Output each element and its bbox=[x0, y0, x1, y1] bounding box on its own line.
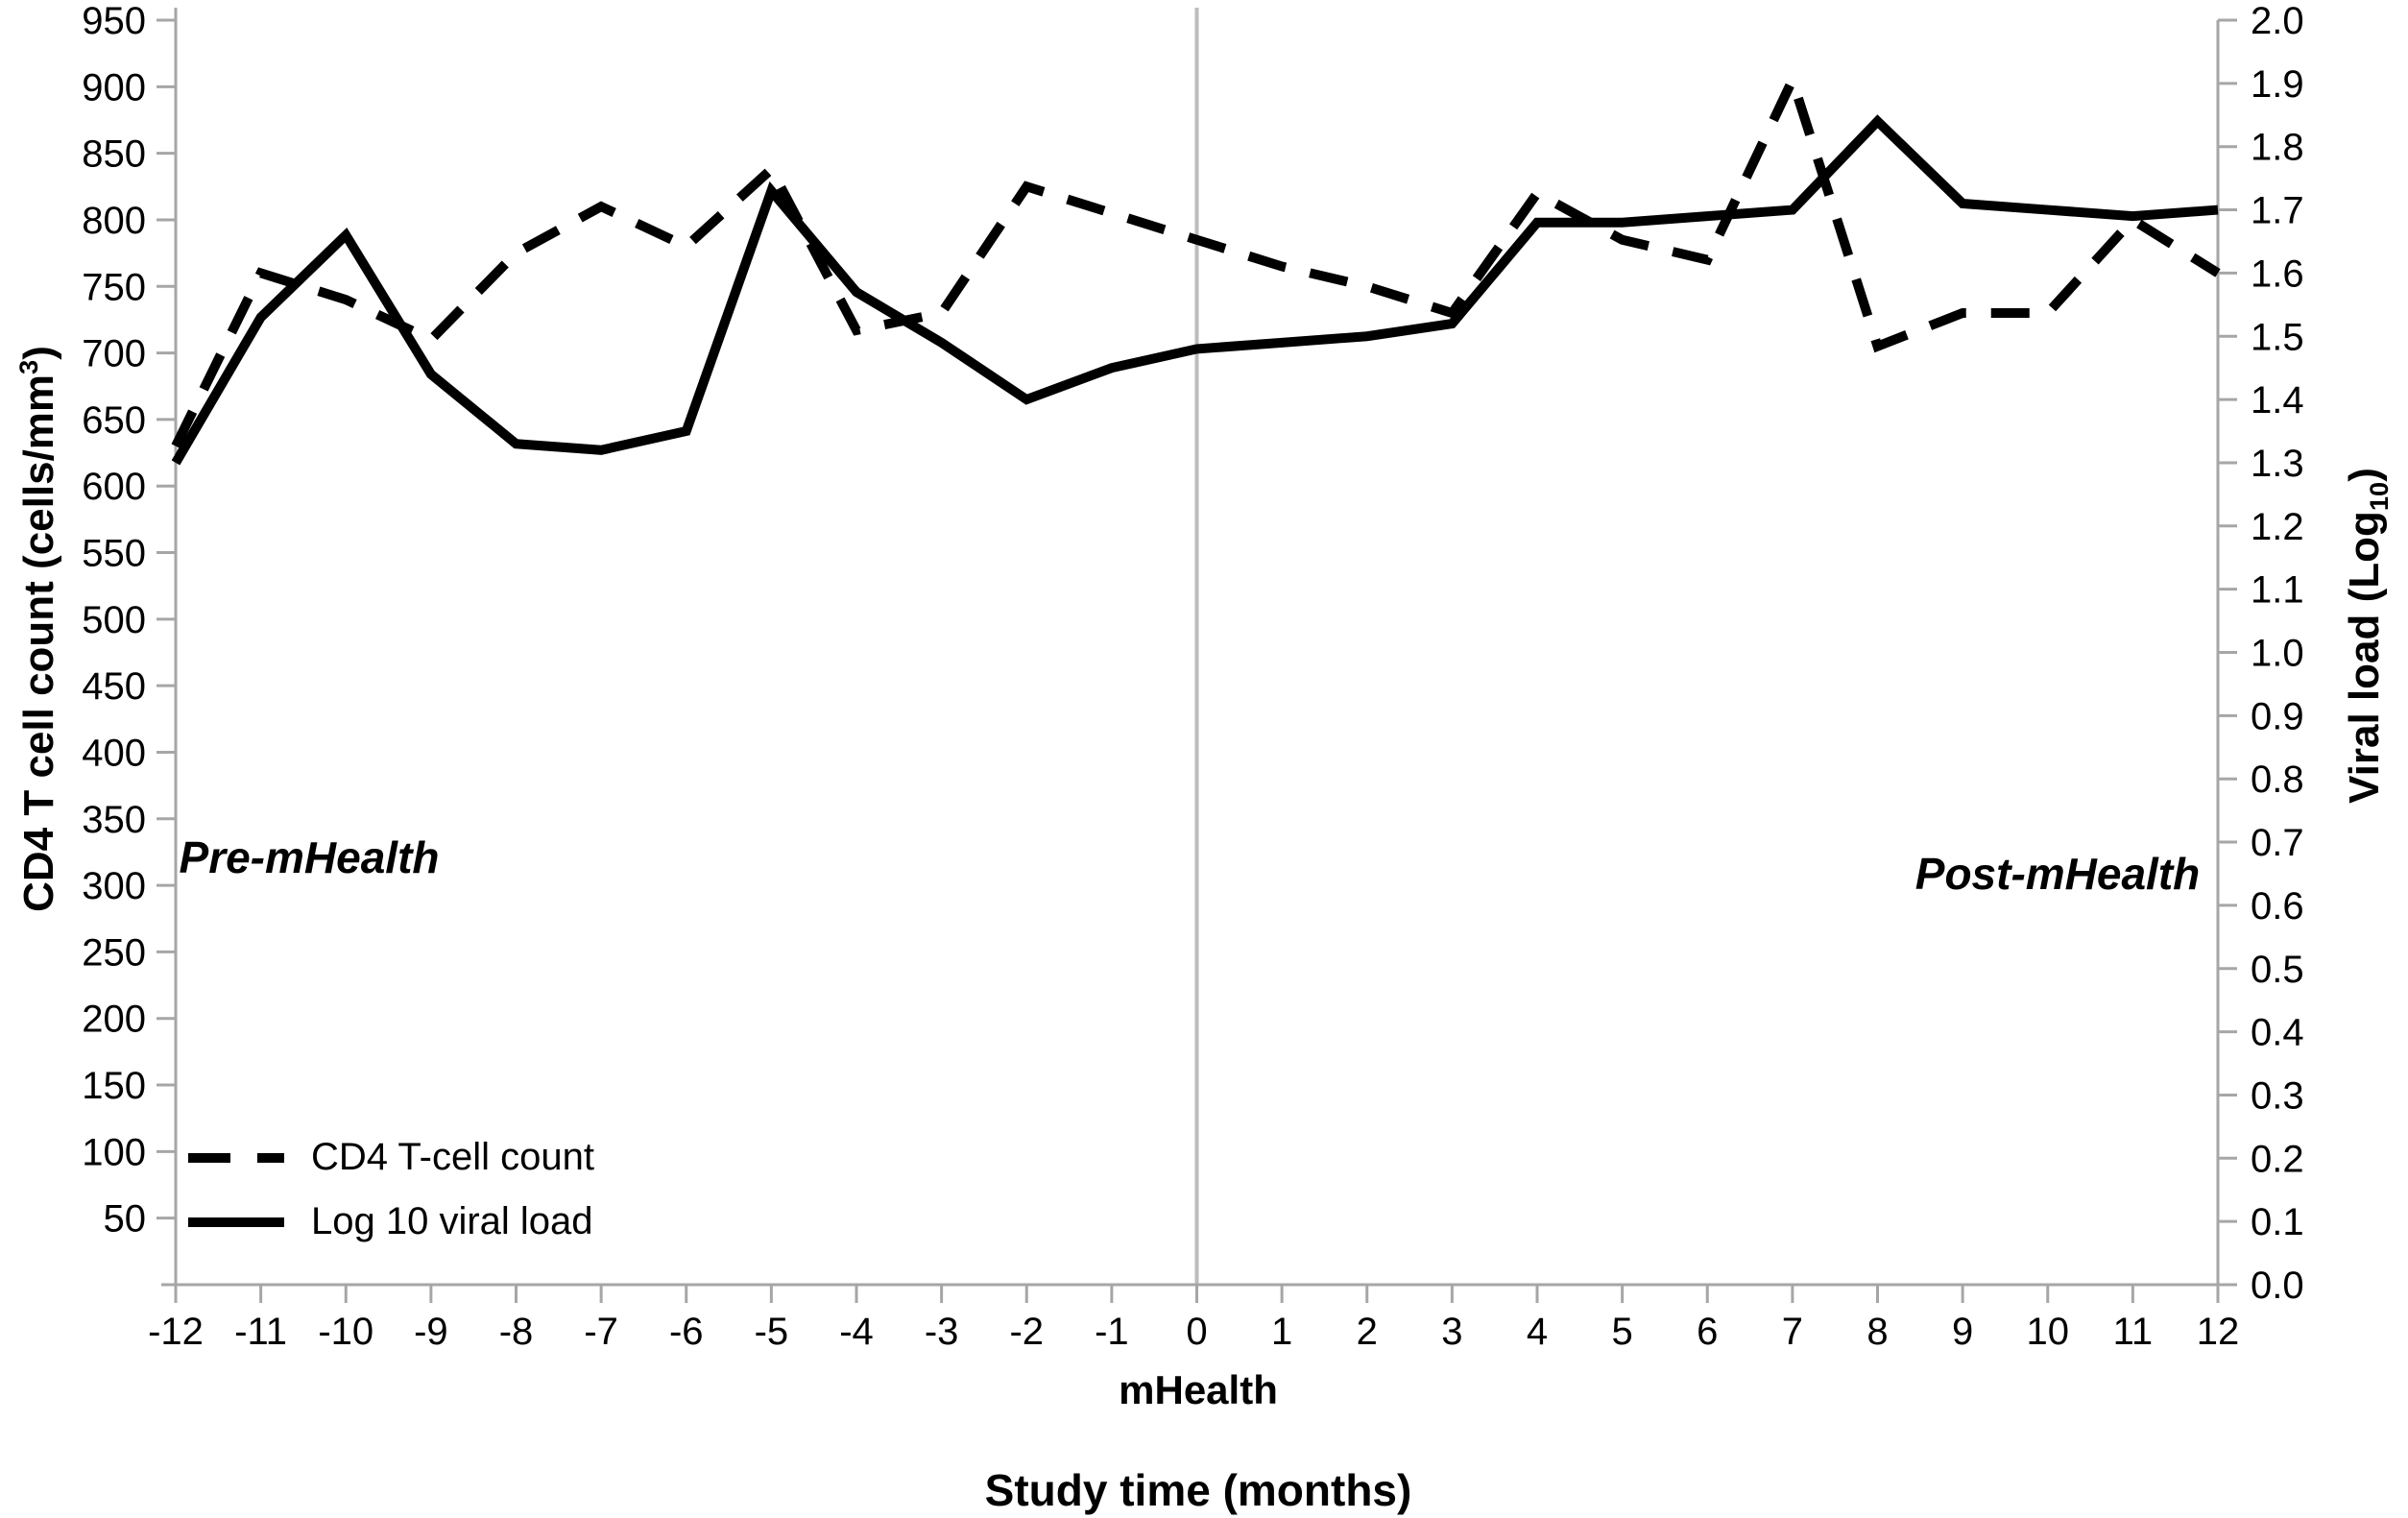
viral-load-series-line bbox=[171, 114, 2219, 466]
left-axis-tick-label: 700 bbox=[82, 333, 146, 375]
x-axis-tick-label: 11 bbox=[2113, 1311, 2154, 1353]
left-axis-tick-label: 850 bbox=[82, 133, 146, 176]
x-axis-tick-label: -5 bbox=[755, 1311, 789, 1353]
x-axis-tick-label: 12 bbox=[2197, 1311, 2240, 1353]
x-axis-tick-label: -4 bbox=[839, 1311, 874, 1353]
left-axis-tick-label: 550 bbox=[82, 533, 146, 575]
right-axis-title: Viral load (Log10) bbox=[2341, 468, 2395, 804]
right-axis-tick-label: 1.1 bbox=[2251, 569, 2304, 612]
right-axis-tick-label: 1.8 bbox=[2251, 127, 2304, 169]
left-axis-tick-label: 50 bbox=[104, 1198, 147, 1241]
right-axis-tick-label: 0.5 bbox=[2251, 949, 2304, 991]
x-axis-tick-label: -6 bbox=[669, 1311, 704, 1353]
right-axis-tick-label: 0.4 bbox=[2251, 1012, 2304, 1054]
right-axis-tick-label: 1.5 bbox=[2251, 316, 2304, 358]
legend-label-cd4: CD4 T-cell count bbox=[311, 1136, 594, 1178]
legend-item-cd4: CD4 T-cell count bbox=[188, 1125, 594, 1190]
left-axis-tick-label: 300 bbox=[82, 865, 146, 907]
x-axis-tick-label: -9 bbox=[414, 1311, 448, 1353]
left-axis-tick-label: 250 bbox=[82, 931, 146, 974]
left-axis-tick-label: 950 bbox=[82, 0, 146, 42]
x-axis-tick-label: -1 bbox=[1095, 1311, 1129, 1353]
left-axis-title: CD4 T cell count (cells/mm3) bbox=[13, 346, 63, 912]
x-axis-tick-label: -10 bbox=[318, 1311, 373, 1353]
legend-item-viral-load: Log 10 viral load bbox=[188, 1190, 594, 1254]
right-axis-title-subscript: 10 bbox=[2363, 481, 2394, 512]
left-axis-tick-label: 200 bbox=[82, 999, 146, 1041]
x-axis-tick-label: 0 bbox=[1186, 1311, 1207, 1353]
x-axis-tick-label: 2 bbox=[1357, 1311, 1378, 1353]
x-axis-tick-label: -8 bbox=[499, 1311, 534, 1353]
x-axis-tick-label: -3 bbox=[925, 1311, 959, 1353]
right-axis-tick-label: 1.7 bbox=[2251, 190, 2304, 232]
x-axis-tick-label: -11 bbox=[234, 1311, 287, 1353]
x-axis-tick-label: 9 bbox=[1952, 1311, 1973, 1353]
left-axis-title-superscript: 3 bbox=[13, 359, 44, 374]
right-axis-tick-label: 0.1 bbox=[2251, 1201, 2304, 1243]
left-axis-tick-label: 350 bbox=[82, 799, 146, 841]
right-axis-tick-label: 1.4 bbox=[2251, 379, 2304, 422]
right-axis-title-suffix: ) bbox=[2341, 468, 2389, 482]
right-axis-tick-label: 0.0 bbox=[2251, 1265, 2304, 1307]
left-axis-tick-label: 650 bbox=[82, 399, 146, 442]
post-mhealth-annotation: Post-mHealth bbox=[1914, 849, 2201, 899]
legend: CD4 T-cell count Log 10 viral load bbox=[188, 1125, 594, 1254]
right-axis-tick-label: 0.8 bbox=[2251, 759, 2304, 801]
left-axis-title-suffix: ) bbox=[14, 346, 62, 360]
right-axis-tick-label: 1.0 bbox=[2251, 633, 2304, 675]
x-axis-tick-label: 4 bbox=[1527, 1311, 1548, 1353]
right-axis-tick-label: 1.6 bbox=[2251, 253, 2304, 295]
left-axis-tick-label: 400 bbox=[82, 732, 146, 774]
right-axis-tick-label: 1.2 bbox=[2251, 506, 2304, 548]
left-axis-tick-label: 450 bbox=[82, 665, 146, 708]
x-axis-tick-label: 8 bbox=[1866, 1311, 1888, 1353]
mhealth-axis-sublabel: mHealth bbox=[1119, 1367, 1278, 1412]
cd4-series-line bbox=[171, 66, 2221, 448]
left-axis-tick-label: 600 bbox=[82, 466, 146, 508]
x-axis-tick-label: 7 bbox=[1782, 1311, 1803, 1353]
right-axis-tick-label: 0.6 bbox=[2251, 885, 2304, 928]
x-axis-title: Study time (months) bbox=[984, 1465, 1412, 1515]
right-axis-tick-label: 0.3 bbox=[2251, 1074, 2304, 1117]
x-axis-tick-label: -2 bbox=[1009, 1311, 1044, 1353]
left-axis-tick-label: 750 bbox=[82, 266, 146, 308]
left-axis-tick-label: 100 bbox=[82, 1131, 146, 1173]
x-axis-tick-label: -12 bbox=[148, 1311, 204, 1353]
left-axis-tick-label: 500 bbox=[82, 599, 146, 641]
left-axis-tick-label: 800 bbox=[82, 200, 146, 242]
x-axis-tick-label: 1 bbox=[1271, 1311, 1292, 1353]
left-axis-tick-label: 150 bbox=[82, 1065, 146, 1107]
left-axis-title-text: CD4 T cell count (cells/mm bbox=[14, 373, 62, 912]
right-axis-tick-label: 0.7 bbox=[2251, 822, 2304, 864]
x-axis-tick-label: -7 bbox=[584, 1311, 618, 1353]
right-axis-tick-label: 2.0 bbox=[2251, 0, 2304, 42]
right-axis-title-text: Viral load (Log bbox=[2341, 511, 2389, 804]
legend-label-viral-load: Log 10 viral load bbox=[311, 1200, 593, 1242]
right-axis-tick-label: 1.3 bbox=[2251, 443, 2304, 485]
cd4-dashed-line-swatch bbox=[188, 1152, 284, 1163]
pre-mhealth-annotation: Pre-mHealth bbox=[179, 832, 440, 882]
right-axis-tick-label: 0.9 bbox=[2251, 695, 2304, 737]
right-axis-tick-label: 0.2 bbox=[2251, 1138, 2304, 1180]
x-axis-tick-label: 10 bbox=[2027, 1311, 2070, 1353]
left-axis-tick-label: 900 bbox=[82, 66, 146, 108]
viral-load-solid-line-swatch bbox=[188, 1217, 284, 1227]
right-axis-tick-label: 1.9 bbox=[2251, 63, 2304, 106]
x-axis-tick-label: 6 bbox=[1697, 1311, 1718, 1353]
x-axis-tick-label: 5 bbox=[1612, 1311, 1633, 1353]
x-axis-tick-label: 3 bbox=[1441, 1311, 1462, 1353]
